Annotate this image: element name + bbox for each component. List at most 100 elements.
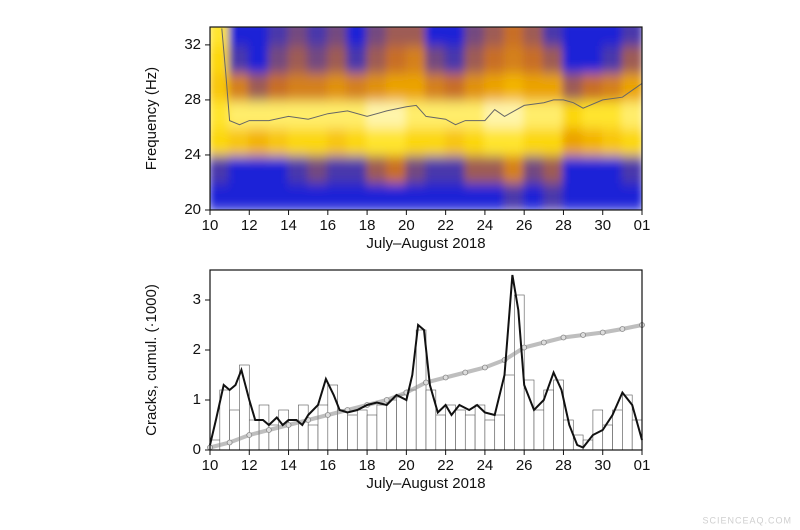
heat-cell	[385, 71, 408, 101]
heat-cell	[483, 126, 506, 156]
heat-cell	[444, 181, 467, 210]
heat-cell	[326, 153, 349, 184]
cumulative-point	[423, 379, 429, 386]
plot-frame	[209, 269, 643, 451]
heat-cell	[542, 153, 565, 184]
x-tick-label: 14	[280, 457, 297, 474]
heat-cell	[503, 181, 526, 210]
histogram-bar	[415, 329, 427, 451]
spectrogram	[210, 27, 642, 210]
cumulative-point	[599, 329, 606, 336]
heat-cell	[523, 153, 545, 184]
cumulative-point	[619, 326, 626, 332]
heat-cell	[582, 181, 604, 210]
heat-cell	[464, 27, 486, 46]
heat-cell	[366, 126, 388, 156]
heat-cell	[542, 43, 565, 74]
histogram-bar	[484, 419, 496, 451]
histogram-bar	[396, 394, 407, 451]
histogram-bar	[386, 399, 397, 451]
heat-cell	[464, 126, 486, 156]
cumulative-point	[521, 344, 528, 351]
heat-cell	[582, 126, 604, 156]
heat-cell	[287, 71, 310, 101]
histogram-bar	[317, 404, 329, 451]
heat-cell	[483, 98, 506, 129]
cumulative-point	[226, 439, 233, 446]
heat-cell	[346, 43, 369, 74]
heat-cell	[621, 153, 642, 184]
heat-cell	[405, 153, 427, 184]
heat-cell	[601, 126, 624, 156]
heat-cell	[621, 71, 642, 101]
heat-cell	[326, 71, 349, 101]
heat-cell	[405, 126, 427, 156]
heat-cell	[307, 98, 329, 129]
heat-cell	[287, 43, 310, 74]
heat-cell	[248, 181, 270, 210]
heat-cell	[287, 27, 310, 46]
heat-cell	[326, 43, 349, 74]
heat-cell	[267, 181, 290, 210]
heat-cell	[366, 43, 388, 74]
heat-cell	[405, 43, 427, 74]
heat-cell	[483, 153, 506, 184]
heat-cell	[542, 98, 565, 129]
heat-cell	[385, 126, 408, 156]
heat-cell	[444, 71, 467, 101]
heat-cell	[582, 43, 604, 74]
heat-cell	[621, 27, 642, 46]
heat-cell	[562, 126, 585, 156]
heat-cell	[385, 27, 408, 46]
heat-cell	[582, 153, 604, 184]
heat-cell	[248, 71, 270, 101]
heat-cell	[601, 71, 624, 101]
cumulative-point	[383, 397, 390, 403]
heat-cell	[542, 181, 565, 210]
heat-cell	[248, 27, 270, 46]
heat-cell	[503, 153, 526, 184]
histogram-bar	[494, 414, 505, 451]
y-tick-label: 20	[184, 201, 201, 218]
x-tick-label: 18	[359, 457, 376, 474]
heat-cell	[385, 153, 408, 184]
spectrogram-cells	[210, 27, 642, 210]
cumulative-point	[462, 369, 469, 376]
heat-cell	[307, 181, 329, 210]
heat-cell	[267, 71, 290, 101]
x-tick-label: 26	[516, 217, 533, 234]
heat-cell	[483, 27, 506, 46]
heat-cell	[483, 43, 506, 74]
x-tick-label: 18	[359, 217, 376, 234]
histogram-bar	[543, 389, 554, 451]
x-tick-label: 20	[398, 457, 415, 474]
heat-cell	[523, 181, 545, 210]
x-tick-label: 24	[477, 457, 494, 474]
heat-cell	[210, 27, 231, 46]
histogram-bar	[435, 414, 446, 451]
histogram-bar	[455, 409, 466, 451]
heat-cell	[542, 126, 565, 156]
heat-cell	[503, 98, 526, 129]
heat-cell	[287, 98, 310, 129]
heat-cell	[385, 43, 408, 74]
histogram-bar	[356, 409, 368, 451]
histogram-bar	[406, 389, 417, 451]
heat-cell	[444, 27, 467, 46]
heat-cell	[601, 98, 624, 129]
heat-cell	[562, 153, 585, 184]
y-axis-label: Frequency (Hz)	[143, 67, 160, 170]
heat-cell	[210, 153, 231, 184]
heat-cell	[248, 153, 270, 184]
histogram-bar	[533, 409, 545, 451]
histogram-bar	[337, 409, 348, 451]
heat-cell	[228, 126, 251, 156]
heat-cell	[464, 71, 486, 101]
heat-cell	[464, 98, 486, 129]
heat-cell	[444, 126, 467, 156]
heat-cell	[210, 126, 231, 156]
heat-cell	[523, 71, 545, 101]
x-tick-label: 01	[634, 217, 651, 234]
heat-cell	[346, 153, 369, 184]
heat-cell	[210, 181, 231, 210]
